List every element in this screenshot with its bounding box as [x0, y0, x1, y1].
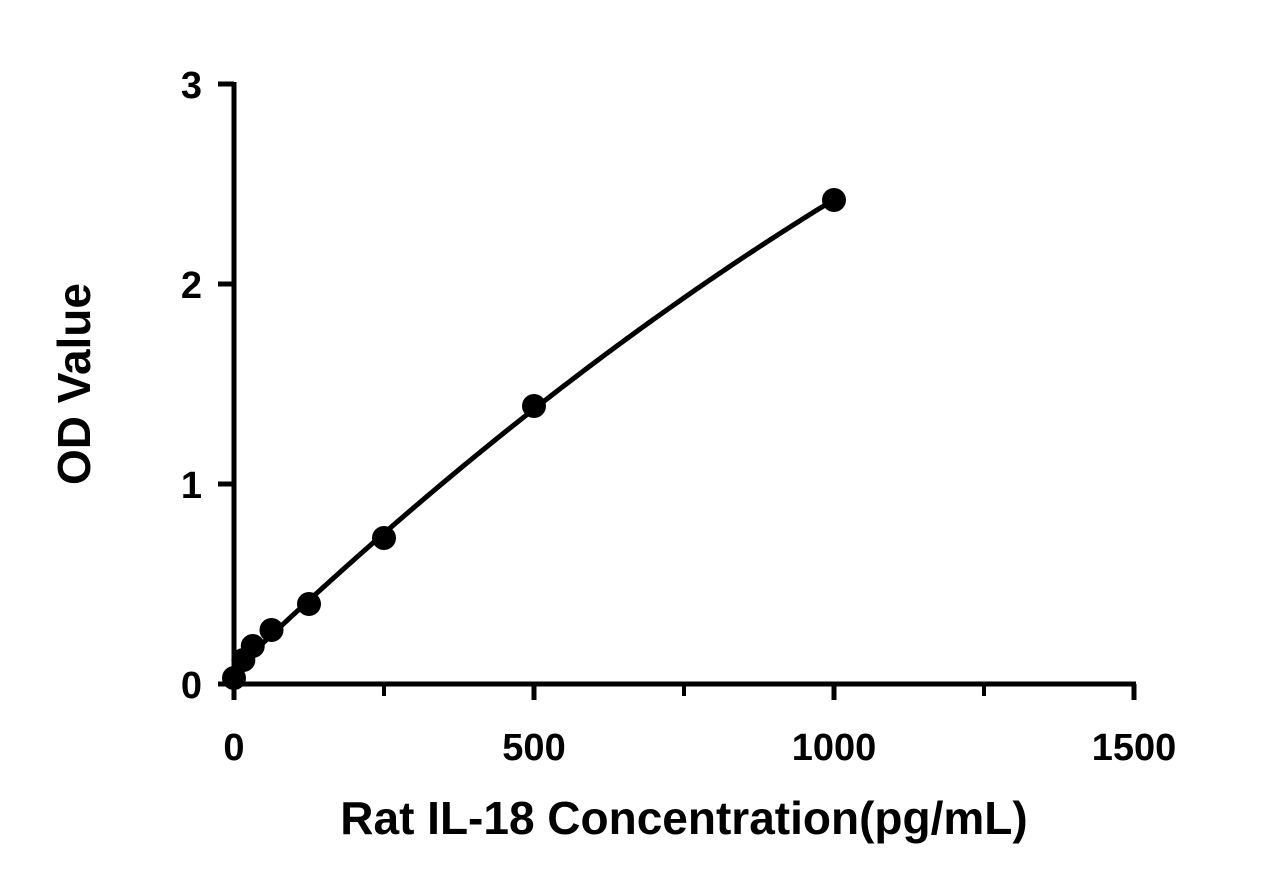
data-point — [222, 666, 246, 690]
y-axis-title: OD Value — [48, 283, 100, 485]
data-point — [522, 394, 546, 418]
y-tick-label: 1 — [181, 465, 202, 507]
data-point — [822, 188, 846, 212]
data-point — [372, 526, 396, 550]
fit-curve — [231, 197, 837, 674]
x-tick-label: 500 — [502, 727, 565, 769]
y-ticks: 0 1 2 3 — [181, 65, 234, 707]
y-tick-label: 0 — [181, 665, 202, 707]
y-tick-label: 3 — [181, 65, 202, 107]
points-layer — [222, 188, 846, 690]
axes — [231, 82, 1136, 687]
y-tick-label: 2 — [181, 265, 202, 307]
data-point — [240, 634, 265, 658]
fit-layer — [231, 197, 837, 674]
data-point — [259, 618, 284, 642]
x-tick-label: 1000 — [792, 727, 877, 769]
x-tick-label: 0 — [223, 727, 244, 769]
x-axis-title: Rat IL-18 Concentration(pg/mL) — [340, 792, 1027, 844]
data-point — [297, 592, 321, 616]
x-ticks: 0 500 1000 1500 — [223, 684, 1176, 769]
x-tick-label: 1500 — [1092, 727, 1177, 769]
